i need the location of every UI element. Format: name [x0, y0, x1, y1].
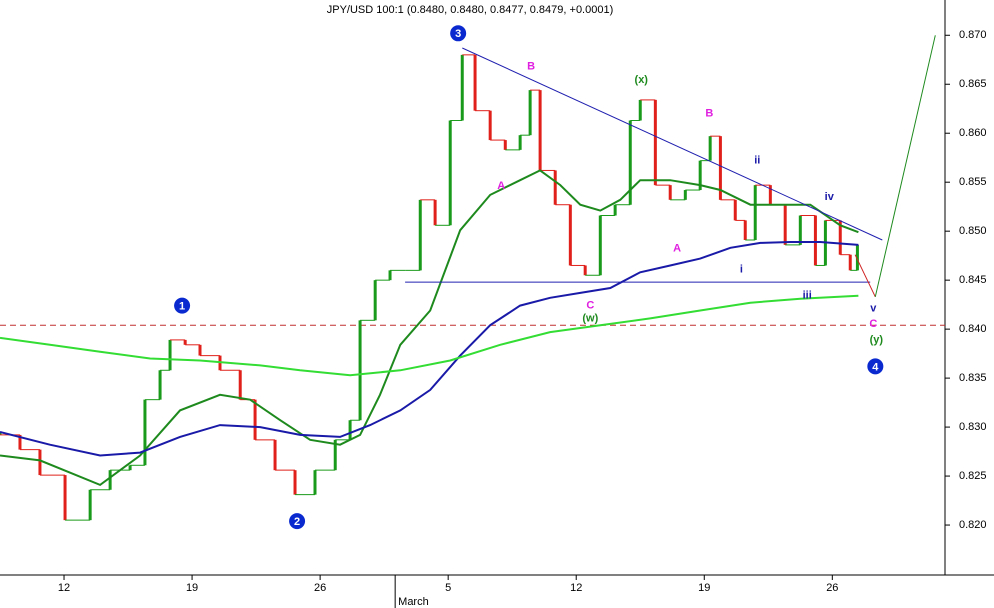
y-tick-label: 0.820 — [959, 519, 987, 531]
x-tick-label: 19 — [698, 582, 710, 594]
wave-label: 4 — [872, 361, 879, 373]
wave-annotation: (x) — [635, 74, 649, 86]
line-series — [0, 241, 859, 457]
month-label: March — [398, 596, 429, 608]
wave-annotation: (w) — [582, 312, 598, 324]
wave-label: 3 — [455, 28, 461, 40]
x-tick-label: 19 — [186, 582, 198, 594]
y-tick-label: 0.835 — [959, 372, 987, 384]
y-tick-label: 0.860 — [959, 127, 987, 139]
y-tick-label: 0.870 — [959, 29, 987, 41]
wave-annotation: iv — [825, 191, 835, 203]
wave-label: 2 — [294, 516, 300, 528]
line-series — [462, 47, 883, 241]
x-tick-label: 12 — [58, 582, 70, 594]
x-tick-label: 26 — [826, 582, 838, 594]
wave-annotation: iii — [803, 290, 812, 302]
wave-annotation: C — [869, 318, 877, 330]
wave-annotation: (y) — [870, 334, 884, 346]
y-tick-label: 0.850 — [959, 225, 987, 237]
wave-annotation: C — [586, 300, 594, 312]
line-series — [874, 35, 936, 297]
y-tick-label: 0.845 — [959, 274, 987, 286]
line-series — [0, 294, 859, 377]
line-series — [854, 254, 876, 298]
wave-annotation: A — [497, 180, 505, 192]
wave-annotation: B — [527, 61, 535, 73]
y-tick-label: 0.825 — [959, 470, 987, 482]
wave-annotation: v — [870, 302, 877, 314]
y-tick-label: 0.830 — [959, 421, 987, 433]
wave-circle — [867, 358, 884, 375]
x-tick-label: 5 — [445, 582, 451, 594]
x-tick-label: 12 — [570, 582, 582, 594]
wave-circle — [174, 297, 191, 314]
line-series — [0, 169, 859, 487]
wave-annotation: A — [673, 243, 681, 255]
wave-circle — [450, 25, 467, 42]
wave-annotation: B — [705, 108, 713, 120]
wave-annotation: ii — [754, 155, 760, 167]
x-tick-label: 26 — [314, 582, 326, 594]
wave-label: 1 — [179, 301, 185, 313]
y-tick-label: 0.865 — [959, 78, 987, 90]
y-tick-label: 0.840 — [959, 323, 987, 335]
wave-annotation: i — [740, 263, 743, 275]
y-tick-label: 0.855 — [959, 176, 987, 188]
wave-circle — [289, 513, 306, 530]
chart-title: JPY/USD 100:1 (0.8480, 0.8480, 0.8477, 0… — [327, 4, 614, 16]
